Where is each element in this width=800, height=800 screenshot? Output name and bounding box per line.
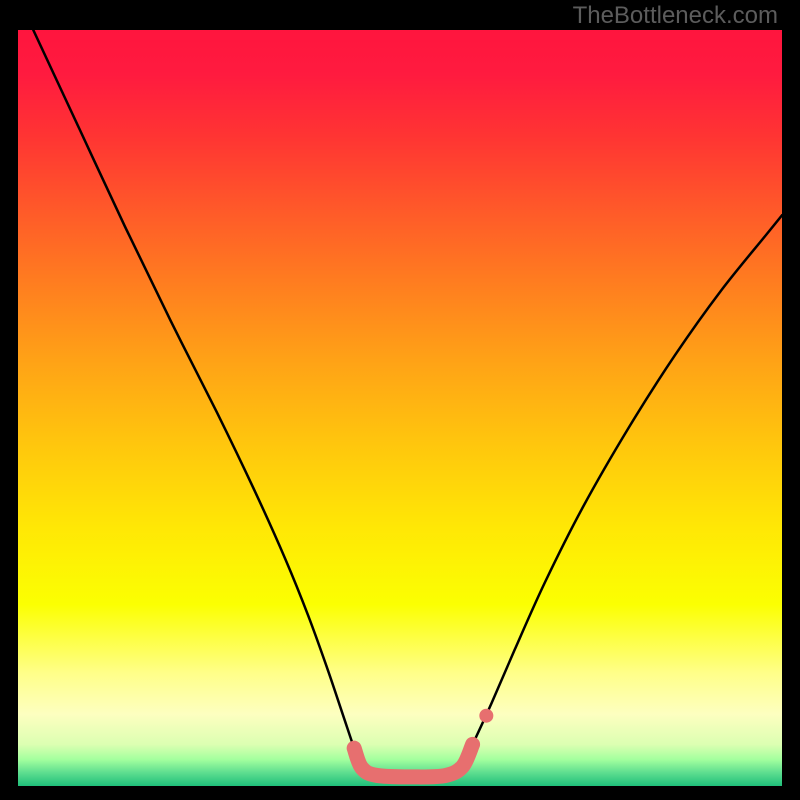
chart-canvas: TheBottleneck.com — [0, 0, 800, 800]
watermark-text: TheBottleneck.com — [573, 2, 778, 30]
border-left — [0, 0, 18, 800]
border-bottom — [0, 786, 800, 800]
chart-svg — [18, 30, 782, 786]
border-right — [782, 0, 800, 800]
